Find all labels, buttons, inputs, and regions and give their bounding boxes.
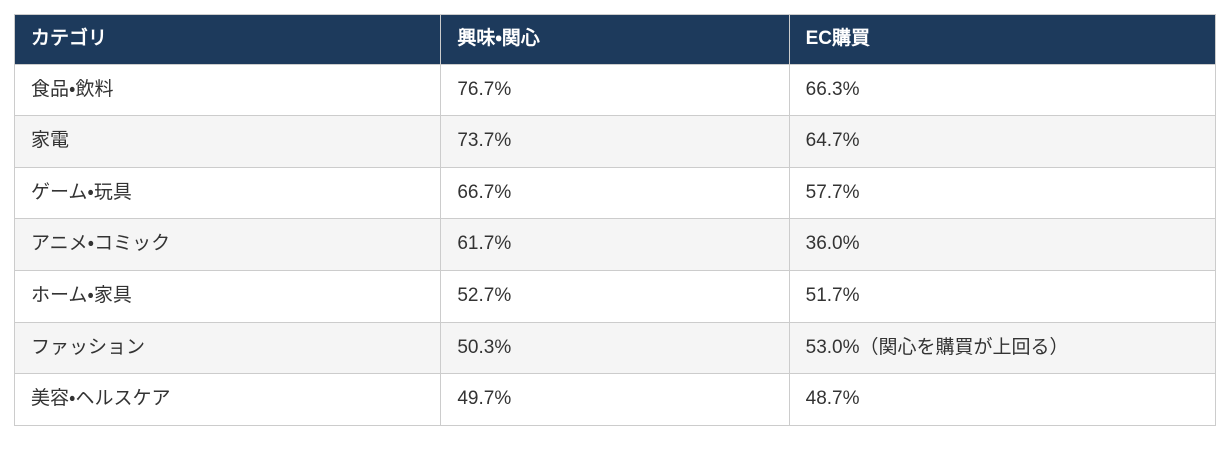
- cell-ec-purchase: 66.3%: [788, 63, 1217, 117]
- cell-category: 食品・飲料: [13, 63, 442, 117]
- cell-ec-purchase: 53.0%（関心を購買が上回る）: [788, 321, 1217, 375]
- cell-ec-purchase: 36.0%: [788, 218, 1217, 271]
- table-row: ホーム・家具 52.7% 51.7%: [13, 269, 1217, 323]
- cell-interest: 49.7%: [440, 373, 790, 426]
- table-body: 食品・飲料 76.7% 66.3% 家電 73.7% 64.7% ゲーム・玩具 …: [13, 63, 1217, 426]
- cell-interest: 76.7%: [440, 63, 790, 117]
- cell-interest: 66.7%: [440, 166, 790, 220]
- category-interest-vs-ec-purchase-table: カテゴリ 興味・関心 EC購買 食品・飲料 76.7% 66.3% 家電 73.…: [13, 14, 1217, 426]
- table-header-row: カテゴリ 興味・関心 EC購買: [13, 14, 1217, 65]
- table-row: アニメ・コミック 61.7% 36.0%: [13, 218, 1217, 271]
- cell-category: ゲーム・玩具: [13, 166, 442, 220]
- table-row: 美容・ヘルスケア 49.7% 48.7%: [13, 373, 1217, 426]
- cell-category: 家電: [13, 115, 442, 168]
- table-row: ファッション 50.3% 53.0%（関心を購買が上回る）: [13, 321, 1217, 375]
- cell-interest: 50.3%: [440, 321, 790, 375]
- cell-ec-purchase: 64.7%: [788, 115, 1217, 168]
- header-cell-category: カテゴリ: [13, 14, 442, 65]
- table-row: 食品・飲料 76.7% 66.3%: [13, 63, 1217, 117]
- cell-category: ファッション: [13, 321, 442, 375]
- cell-ec-purchase: 51.7%: [788, 269, 1217, 323]
- table-row: ゲーム・玩具 66.7% 57.7%: [13, 166, 1217, 220]
- cell-category: ホーム・家具: [13, 269, 442, 323]
- cell-category: アニメ・コミック: [13, 218, 442, 271]
- table-row: 家電 73.7% 64.7%: [13, 115, 1217, 168]
- header-cell-interest: 興味・関心: [440, 14, 790, 65]
- cell-category: 美容・ヘルスケア: [13, 373, 442, 426]
- category-comparison-table-container: カテゴリ 興味・関心 EC購買 食品・飲料 76.7% 66.3% 家電 73.…: [13, 14, 1217, 426]
- cell-interest: 61.7%: [440, 218, 790, 271]
- cell-ec-purchase: 48.7%: [788, 373, 1217, 426]
- cell-ec-purchase: 57.7%: [788, 166, 1217, 220]
- cell-interest: 73.7%: [440, 115, 790, 168]
- header-cell-ec-purchase: EC購買: [788, 14, 1217, 65]
- cell-interest: 52.7%: [440, 269, 790, 323]
